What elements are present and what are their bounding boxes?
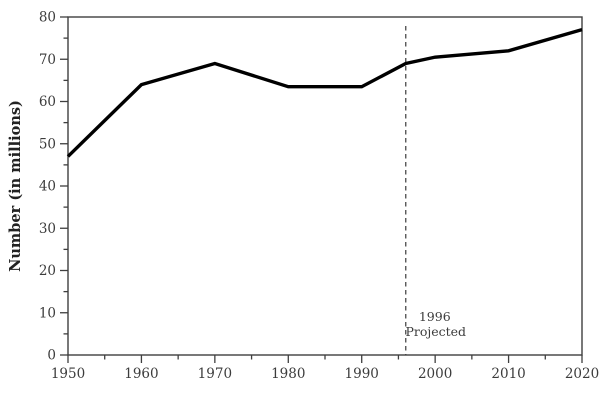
x-tick-label: 1970 [198, 366, 232, 382]
y-tick-label: 80 [39, 10, 56, 26]
x-axis: 1950 1960 1970 1980 1990 2000 2010 2020 [51, 355, 599, 382]
y-tick-label: 40 [39, 179, 56, 195]
y-tick-label: 0 [47, 348, 56, 364]
x-tick-label: 1960 [124, 366, 158, 382]
y-tick-label: 70 [39, 52, 56, 68]
annotation-line2: Projected [405, 324, 466, 339]
y-axis: 0 10 20 30 40 50 60 70 80 [39, 10, 68, 364]
y-tick-label: 20 [39, 263, 56, 279]
x-tick-label: 2010 [491, 366, 525, 382]
y-axis-title: Number (in millions) [7, 100, 24, 272]
x-tick-label: 1990 [345, 366, 379, 382]
x-tick-label: 2000 [418, 366, 452, 382]
x-tick-label: 2020 [565, 366, 599, 382]
x-tick-label: 1980 [271, 366, 305, 382]
x-tick-label: 1950 [51, 366, 85, 382]
y-tick-label: 50 [39, 136, 56, 152]
y-tick-label: 30 [39, 221, 56, 237]
annotation-line1: 1996 [419, 309, 451, 324]
data-line-number-in-millions [66, 28, 583, 158]
y-tick-label: 60 [39, 94, 56, 110]
y-tick-label: 10 [39, 305, 56, 321]
